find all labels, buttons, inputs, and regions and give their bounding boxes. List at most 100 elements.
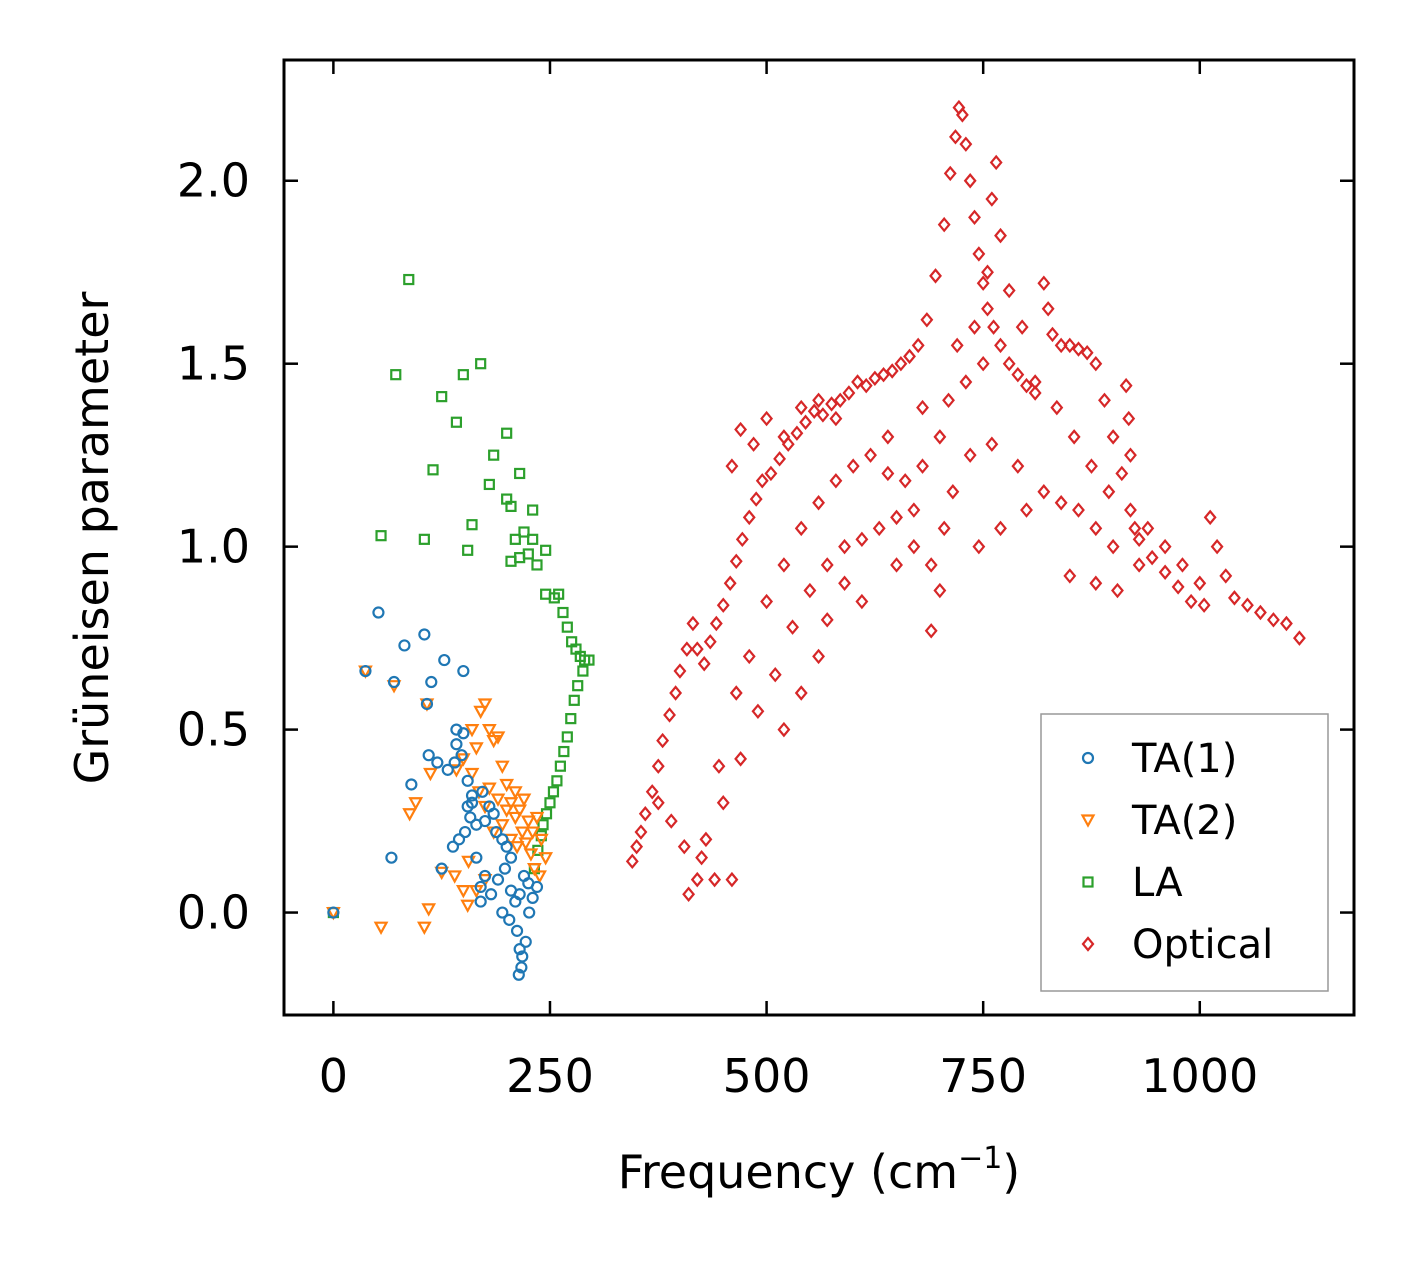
data-point xyxy=(512,804,528,818)
data-point xyxy=(457,369,469,381)
data-point xyxy=(968,319,981,335)
legend-label: TA(1) xyxy=(1131,736,1237,782)
legend-label: Optical xyxy=(1132,922,1273,968)
data-point xyxy=(697,656,711,672)
data-point xyxy=(520,815,536,829)
data-point xyxy=(461,855,476,870)
data-point xyxy=(716,597,730,613)
data-point xyxy=(385,851,398,864)
data-point xyxy=(1050,399,1064,416)
data-point xyxy=(949,129,962,145)
data-point xyxy=(773,451,787,467)
data-point xyxy=(503,913,516,926)
data-point xyxy=(488,449,500,461)
series-optical xyxy=(625,99,1306,902)
y-tick-label: 0.0 xyxy=(177,886,250,940)
data-point xyxy=(455,884,471,899)
data-point xyxy=(703,634,717,650)
data-point xyxy=(507,786,523,800)
y-tick-label: 0.5 xyxy=(177,703,250,757)
data-point xyxy=(1020,377,1033,394)
legend-marker xyxy=(1080,814,1096,828)
data-point xyxy=(372,606,385,619)
data-point xyxy=(972,246,986,262)
data-point xyxy=(959,374,973,390)
data-point xyxy=(470,851,483,864)
data-point xyxy=(565,713,577,725)
data-point xyxy=(735,531,749,548)
data-point xyxy=(568,694,580,706)
data-point xyxy=(464,767,480,782)
data-point xyxy=(525,826,541,840)
data-point xyxy=(427,464,439,476)
data-point xyxy=(920,312,934,328)
data-point xyxy=(561,621,573,633)
data-point xyxy=(777,721,791,738)
data-point xyxy=(421,903,437,917)
data-point xyxy=(516,950,529,963)
data-point xyxy=(1054,495,1068,511)
data-point xyxy=(1158,538,1172,555)
data-point xyxy=(742,509,756,526)
data-point xyxy=(554,760,566,772)
data-point xyxy=(496,906,509,919)
data-point xyxy=(625,853,639,870)
data-point xyxy=(855,531,869,548)
data-point xyxy=(968,209,981,226)
data-point xyxy=(829,410,843,427)
data-point xyxy=(583,654,595,666)
data-point xyxy=(1141,520,1155,537)
data-point xyxy=(1203,509,1217,526)
data-point xyxy=(572,680,584,692)
data-point xyxy=(812,495,825,511)
data-point xyxy=(669,685,683,701)
data-point xyxy=(494,819,510,833)
data-point xyxy=(514,826,530,840)
tick-layer: 0 250 500 750 1000 0.0 0.5 1.0 1.5 2.0 xyxy=(177,60,1354,1103)
data-point xyxy=(1011,458,1025,474)
data-point xyxy=(1184,593,1198,610)
data-point xyxy=(959,136,973,152)
data-point xyxy=(812,392,825,409)
series-ta-1 xyxy=(327,606,544,981)
data-point xyxy=(375,530,387,542)
data-point xyxy=(673,663,687,679)
data-point xyxy=(812,648,825,665)
data-point xyxy=(924,623,938,639)
data-point xyxy=(790,425,804,441)
data-point xyxy=(1098,392,1111,409)
data-point xyxy=(781,436,795,452)
data-point xyxy=(686,615,700,632)
data-point xyxy=(777,557,791,573)
data-point xyxy=(894,355,908,372)
data-point xyxy=(937,216,951,233)
data-point xyxy=(435,862,448,875)
y-tick-label: 2.0 xyxy=(177,154,250,208)
y-tick-label: 1.5 xyxy=(177,337,250,391)
data-point xyxy=(498,862,512,875)
data-point xyxy=(510,924,524,937)
data-point xyxy=(553,588,565,600)
data-point xyxy=(699,831,713,848)
data-point xyxy=(1266,612,1280,628)
data-point xyxy=(529,811,545,826)
data-point xyxy=(1063,337,1077,354)
data-point xyxy=(1292,630,1306,646)
data-point xyxy=(547,786,560,798)
data-point xyxy=(690,641,704,657)
data-point xyxy=(481,723,497,738)
data-point xyxy=(499,804,515,818)
data-point xyxy=(942,392,955,409)
data-point xyxy=(462,544,474,556)
data-point xyxy=(885,363,899,379)
data-point xyxy=(1106,429,1120,445)
data-point xyxy=(1085,458,1098,474)
data-point xyxy=(1002,282,1016,299)
data-point xyxy=(514,467,526,480)
legend-marker xyxy=(1081,936,1095,952)
data-point xyxy=(1037,275,1051,291)
data-point xyxy=(504,851,518,864)
data-point xyxy=(327,906,340,919)
data-point xyxy=(540,544,552,556)
data-point xyxy=(1279,615,1293,632)
